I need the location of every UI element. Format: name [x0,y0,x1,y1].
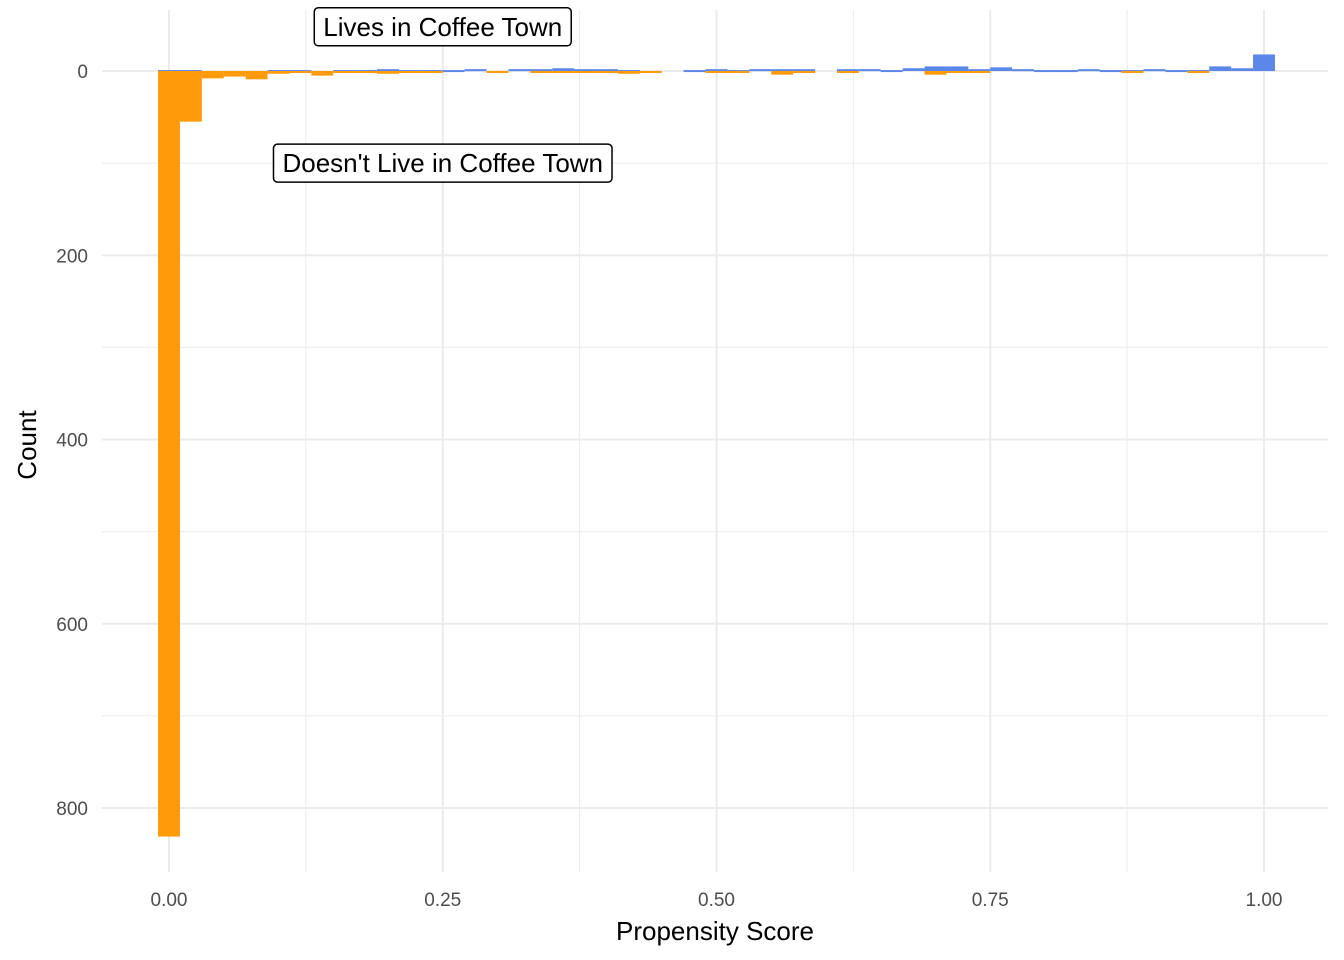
treated-bar [924,66,947,71]
annotation-box [313,7,572,47]
treated-bar [946,66,969,71]
control-bar [946,71,969,73]
y-axis-title: Count [12,410,42,480]
treated-bar [1209,66,1232,71]
control-bar [158,71,180,837]
control-bar [617,71,640,74]
annotation-box [272,143,613,183]
treated-bar [1077,69,1100,72]
control-bar [836,71,859,73]
treated-bar [836,69,859,72]
treated-bar [880,70,903,73]
treated-bar [683,70,706,73]
treated-bar [749,69,772,72]
control-bar [727,71,750,73]
x-axis-ticks: 0.00 0.25 0.50 0.75 1.00 [151,890,1283,911]
control-bar [1187,71,1210,73]
histogram-bars [158,54,1275,837]
control-bar [596,71,618,73]
annotation-label: Doesn't Live in Coffee Town [272,143,613,183]
treated-bar [902,68,925,71]
control-bar [311,71,334,76]
x-tick-label: 0.25 [424,890,461,911]
control-bar [639,71,662,73]
control-bar [968,71,991,73]
treated-bar [1012,69,1035,72]
treated-bar [1099,70,1122,73]
y-tick-label: 400 [56,431,88,452]
control-bar [486,71,509,73]
treated-bar [1165,70,1188,73]
grid-lines [102,10,1328,872]
treated-bar [1143,69,1166,72]
treated-bar [552,68,575,71]
y-tick-label: 600 [56,615,88,636]
x-tick-label: 1.00 [1246,890,1283,911]
treated-bar [793,69,816,72]
y-tick-label: 800 [56,799,88,820]
treated-bar [596,69,618,72]
y-tick-label: 0 [77,62,88,83]
control-bar [377,71,399,74]
x-axis-title: Propensity Score [616,916,814,946]
annotation-text: Lives in Coffee Town [323,12,562,42]
treated-bar [705,69,728,72]
control-bar [333,71,356,73]
control-bar [924,71,947,75]
treated-bar [442,70,465,73]
control-bar [552,71,575,73]
annotation-label: Lives in Coffee Town [313,7,572,47]
annotation-text: Doesn't Live in Coffee Town [282,148,603,178]
treated-bar [1231,68,1254,71]
control-bar [771,71,794,75]
control-bar [1121,71,1144,73]
y-tick-label: 200 [56,246,88,267]
control-bar [398,71,421,73]
treated-bar [771,69,794,72]
control-bar [289,71,312,73]
control-bar [793,71,816,73]
treated-bar [530,69,553,72]
control-bar [201,71,224,79]
treated-bar [968,69,991,72]
control-bar [223,71,246,77]
control-bar [245,71,268,80]
treated-bar [858,69,881,72]
x-tick-label: 0.50 [698,890,735,911]
control-bar [267,71,290,74]
treated-bar [574,69,597,72]
treated-bar [508,69,531,72]
control-bar [705,71,728,73]
control-bar [420,71,443,73]
treated-bar [464,69,487,72]
y-axis-ticks: 0 200 400 600 800 [56,62,88,820]
x-tick-label: 0.75 [972,890,1009,911]
control-bar [179,71,202,122]
treated-bar [1055,70,1078,73]
control-bar [574,71,597,73]
treated-bar [1034,70,1056,73]
control-bar [530,71,553,73]
treated-bar [377,69,399,72]
treated-bar [990,67,1013,71]
control-bar [355,71,378,73]
group-annotations: Lives in Coffee Town Doesn't Live in Coff… [272,7,613,183]
treated-bar [1253,54,1275,71]
x-tick-label: 0.00 [151,890,188,911]
